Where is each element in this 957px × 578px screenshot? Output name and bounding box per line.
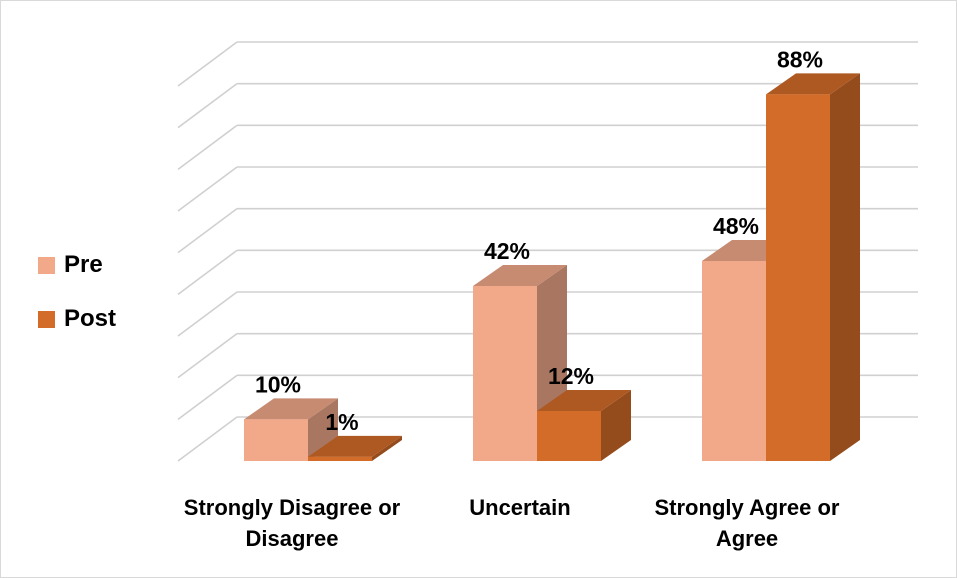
data-label-pre-0: 10% — [255, 371, 301, 397]
legend-item-post: Post — [38, 305, 117, 332]
data-label-pre-1: 42% — [484, 238, 530, 264]
legend-label-pre: Pre — [64, 251, 103, 278]
legend-swatch-pre — [38, 256, 55, 274]
data-label-pre-2: 48% — [713, 213, 759, 239]
gridline — [177, 41, 918, 87]
legend-label-post: Post — [64, 305, 117, 332]
data-label-post-2: 88% — [777, 46, 823, 72]
category-label-disagree: Strongly Disagree or Disagree — [183, 495, 401, 551]
data-label-post-0: 1% — [325, 409, 358, 435]
bar-pre-1 — [473, 265, 567, 461]
category-label-agree: Strongly Agree or Agree — [654, 495, 840, 551]
bar-pre-0 — [244, 398, 338, 461]
bar-post-1 — [537, 390, 631, 461]
data-label-post-1: 12% — [548, 363, 594, 389]
legend-item-pre: Pre — [38, 251, 116, 278]
bar-post-2 — [766, 73, 860, 461]
bar-post-0 — [308, 435, 402, 461]
legend-swatch-post — [38, 310, 55, 328]
data-labels: 10% 1% 42% 12% 48% 88% — [255, 46, 823, 435]
category-label-uncertain: Uncertain — [469, 495, 571, 520]
legend: Pre Post — [38, 251, 117, 360]
bars — [244, 73, 860, 461]
